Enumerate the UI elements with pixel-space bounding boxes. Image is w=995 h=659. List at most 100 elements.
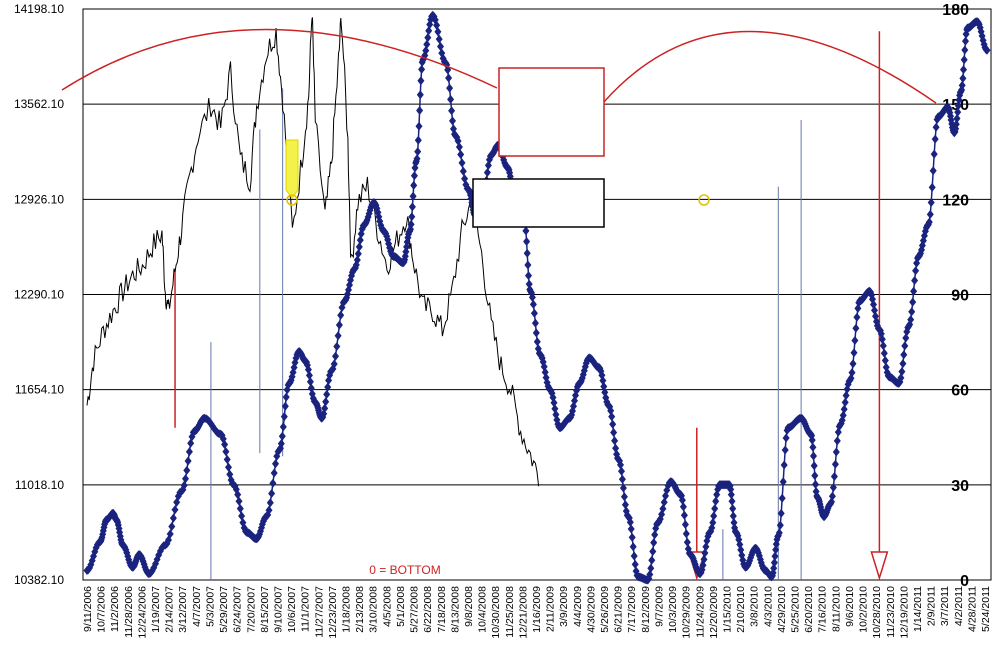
cycle-marker xyxy=(600,382,608,391)
cycle-marker xyxy=(415,121,423,131)
cycle-marker xyxy=(929,166,937,176)
x-tick-label: 9/11/2006 xyxy=(82,586,94,632)
cycle-marker xyxy=(184,456,192,466)
cycle-marker xyxy=(618,466,625,476)
cycle-marker xyxy=(728,496,736,506)
cycle-marker xyxy=(771,551,779,561)
bottom-note: 0 = BOTTOM xyxy=(369,563,440,577)
highlight-ring-right xyxy=(698,194,710,206)
cycle-marker xyxy=(839,410,847,420)
cycle-marker xyxy=(354,249,362,259)
x-tick-label: 9/7/2009 xyxy=(653,586,665,627)
cycle-marker xyxy=(932,122,940,132)
cycle-marker xyxy=(529,299,537,309)
x-tick-label: 6/21/2009 xyxy=(613,586,625,633)
cycle-marker xyxy=(709,518,717,528)
cycle-marker xyxy=(683,537,691,547)
cycle-marker xyxy=(455,142,463,152)
cycle-marker xyxy=(983,45,991,55)
cycle-marker xyxy=(852,323,860,333)
cycle-marker xyxy=(927,198,935,207)
price-line xyxy=(86,17,540,487)
cycle-marker xyxy=(925,217,933,227)
cycle-marker xyxy=(780,460,788,470)
cycle-marker xyxy=(772,545,780,555)
x-tick-label: 4/30/2009 xyxy=(585,586,597,633)
x-tick-label: 1/16/2009 xyxy=(531,586,543,633)
x-tick-label: 5/24/2011 xyxy=(980,586,992,632)
cycle-marker xyxy=(650,538,658,548)
right-arc xyxy=(602,30,937,104)
x-tick-label: 10/30/2008 xyxy=(490,586,502,639)
right-tick-label: 0 xyxy=(960,573,969,590)
reference-arrowhead xyxy=(870,551,889,581)
cycle-marker xyxy=(954,107,962,117)
cycle-marker xyxy=(908,307,916,317)
x-tick-label: 6/24/2007 xyxy=(232,586,244,633)
cycle-marker xyxy=(530,308,538,318)
cycle-marker xyxy=(630,551,638,561)
cycle-marker xyxy=(828,491,836,501)
cycle-marker xyxy=(459,166,467,176)
cycle-marker xyxy=(424,33,432,43)
cycle-marker xyxy=(322,397,330,407)
cycle-marker xyxy=(281,401,289,411)
cycle-marker xyxy=(931,134,939,144)
x-tick-label: 5/3/2007 xyxy=(204,586,216,627)
cycle-marker xyxy=(524,260,532,270)
highlight-ring-left xyxy=(286,194,298,206)
x-tick-label: 1/18/2008 xyxy=(341,586,353,633)
cycle-marker xyxy=(333,342,341,351)
cycle-marker xyxy=(416,106,424,115)
cycle-marker xyxy=(781,445,789,455)
x-tick-label: 12/19/2010 xyxy=(898,586,910,639)
left-tick-label: 12926.10 xyxy=(14,192,64,206)
cycle-marker xyxy=(961,45,969,55)
cycle-marker xyxy=(631,559,639,569)
cycle-marker xyxy=(330,359,338,369)
cycle-marker xyxy=(621,500,629,510)
x-tick-label: 7/18/2008 xyxy=(436,586,448,633)
cycle-marker xyxy=(660,497,668,507)
cycle-marker xyxy=(523,248,531,258)
cycle-marker xyxy=(448,106,456,116)
left-tick-label: 12290.10 xyxy=(14,288,64,302)
red-box xyxy=(498,67,605,157)
cycle-marker xyxy=(447,94,455,104)
cycle-marker xyxy=(647,563,655,573)
cycle-marker xyxy=(782,433,790,443)
cycle-marker xyxy=(279,422,287,432)
cycle-marker xyxy=(702,542,710,552)
x-tick-label: 9/8/2008 xyxy=(463,586,475,627)
cycle-marker xyxy=(269,478,277,488)
x-tick-label: 10/3/2009 xyxy=(667,586,679,633)
x-tick-label: 7/20/2007 xyxy=(245,586,257,633)
cycle-marker xyxy=(528,292,536,302)
cycle-marker xyxy=(649,547,657,556)
cycle-marker xyxy=(729,504,737,514)
x-tick-label: 8/13/2008 xyxy=(449,586,461,633)
cycle-marker xyxy=(550,398,558,408)
left-tick-label: 11018.10 xyxy=(15,478,64,492)
x-tick-label: 4/29/2010 xyxy=(776,586,788,633)
cycle-marker xyxy=(446,83,454,93)
x-tick-label: 8/15/2007 xyxy=(259,586,271,633)
x-tick-label: 6/20/2010 xyxy=(803,586,815,633)
cycle-marker xyxy=(169,513,177,523)
cycle-marker xyxy=(408,212,416,222)
cycle-marker xyxy=(335,320,343,330)
cycle-marker xyxy=(842,391,850,400)
cycle-marker xyxy=(648,555,656,565)
left-tick-label: 11654.10 xyxy=(15,383,64,397)
cycle-marker xyxy=(187,438,195,448)
cycle-marker xyxy=(608,412,616,422)
cycle-marker xyxy=(699,560,707,570)
cycle-marker xyxy=(414,135,422,145)
cycle-marker xyxy=(523,237,531,246)
cycle-marker xyxy=(712,496,720,506)
x-tick-label: 1/15/2010 xyxy=(721,586,733,633)
cycle-marker xyxy=(171,505,179,515)
cycle-marker xyxy=(907,315,915,325)
cycle-marker xyxy=(831,459,839,469)
cycle-marker xyxy=(413,154,421,164)
